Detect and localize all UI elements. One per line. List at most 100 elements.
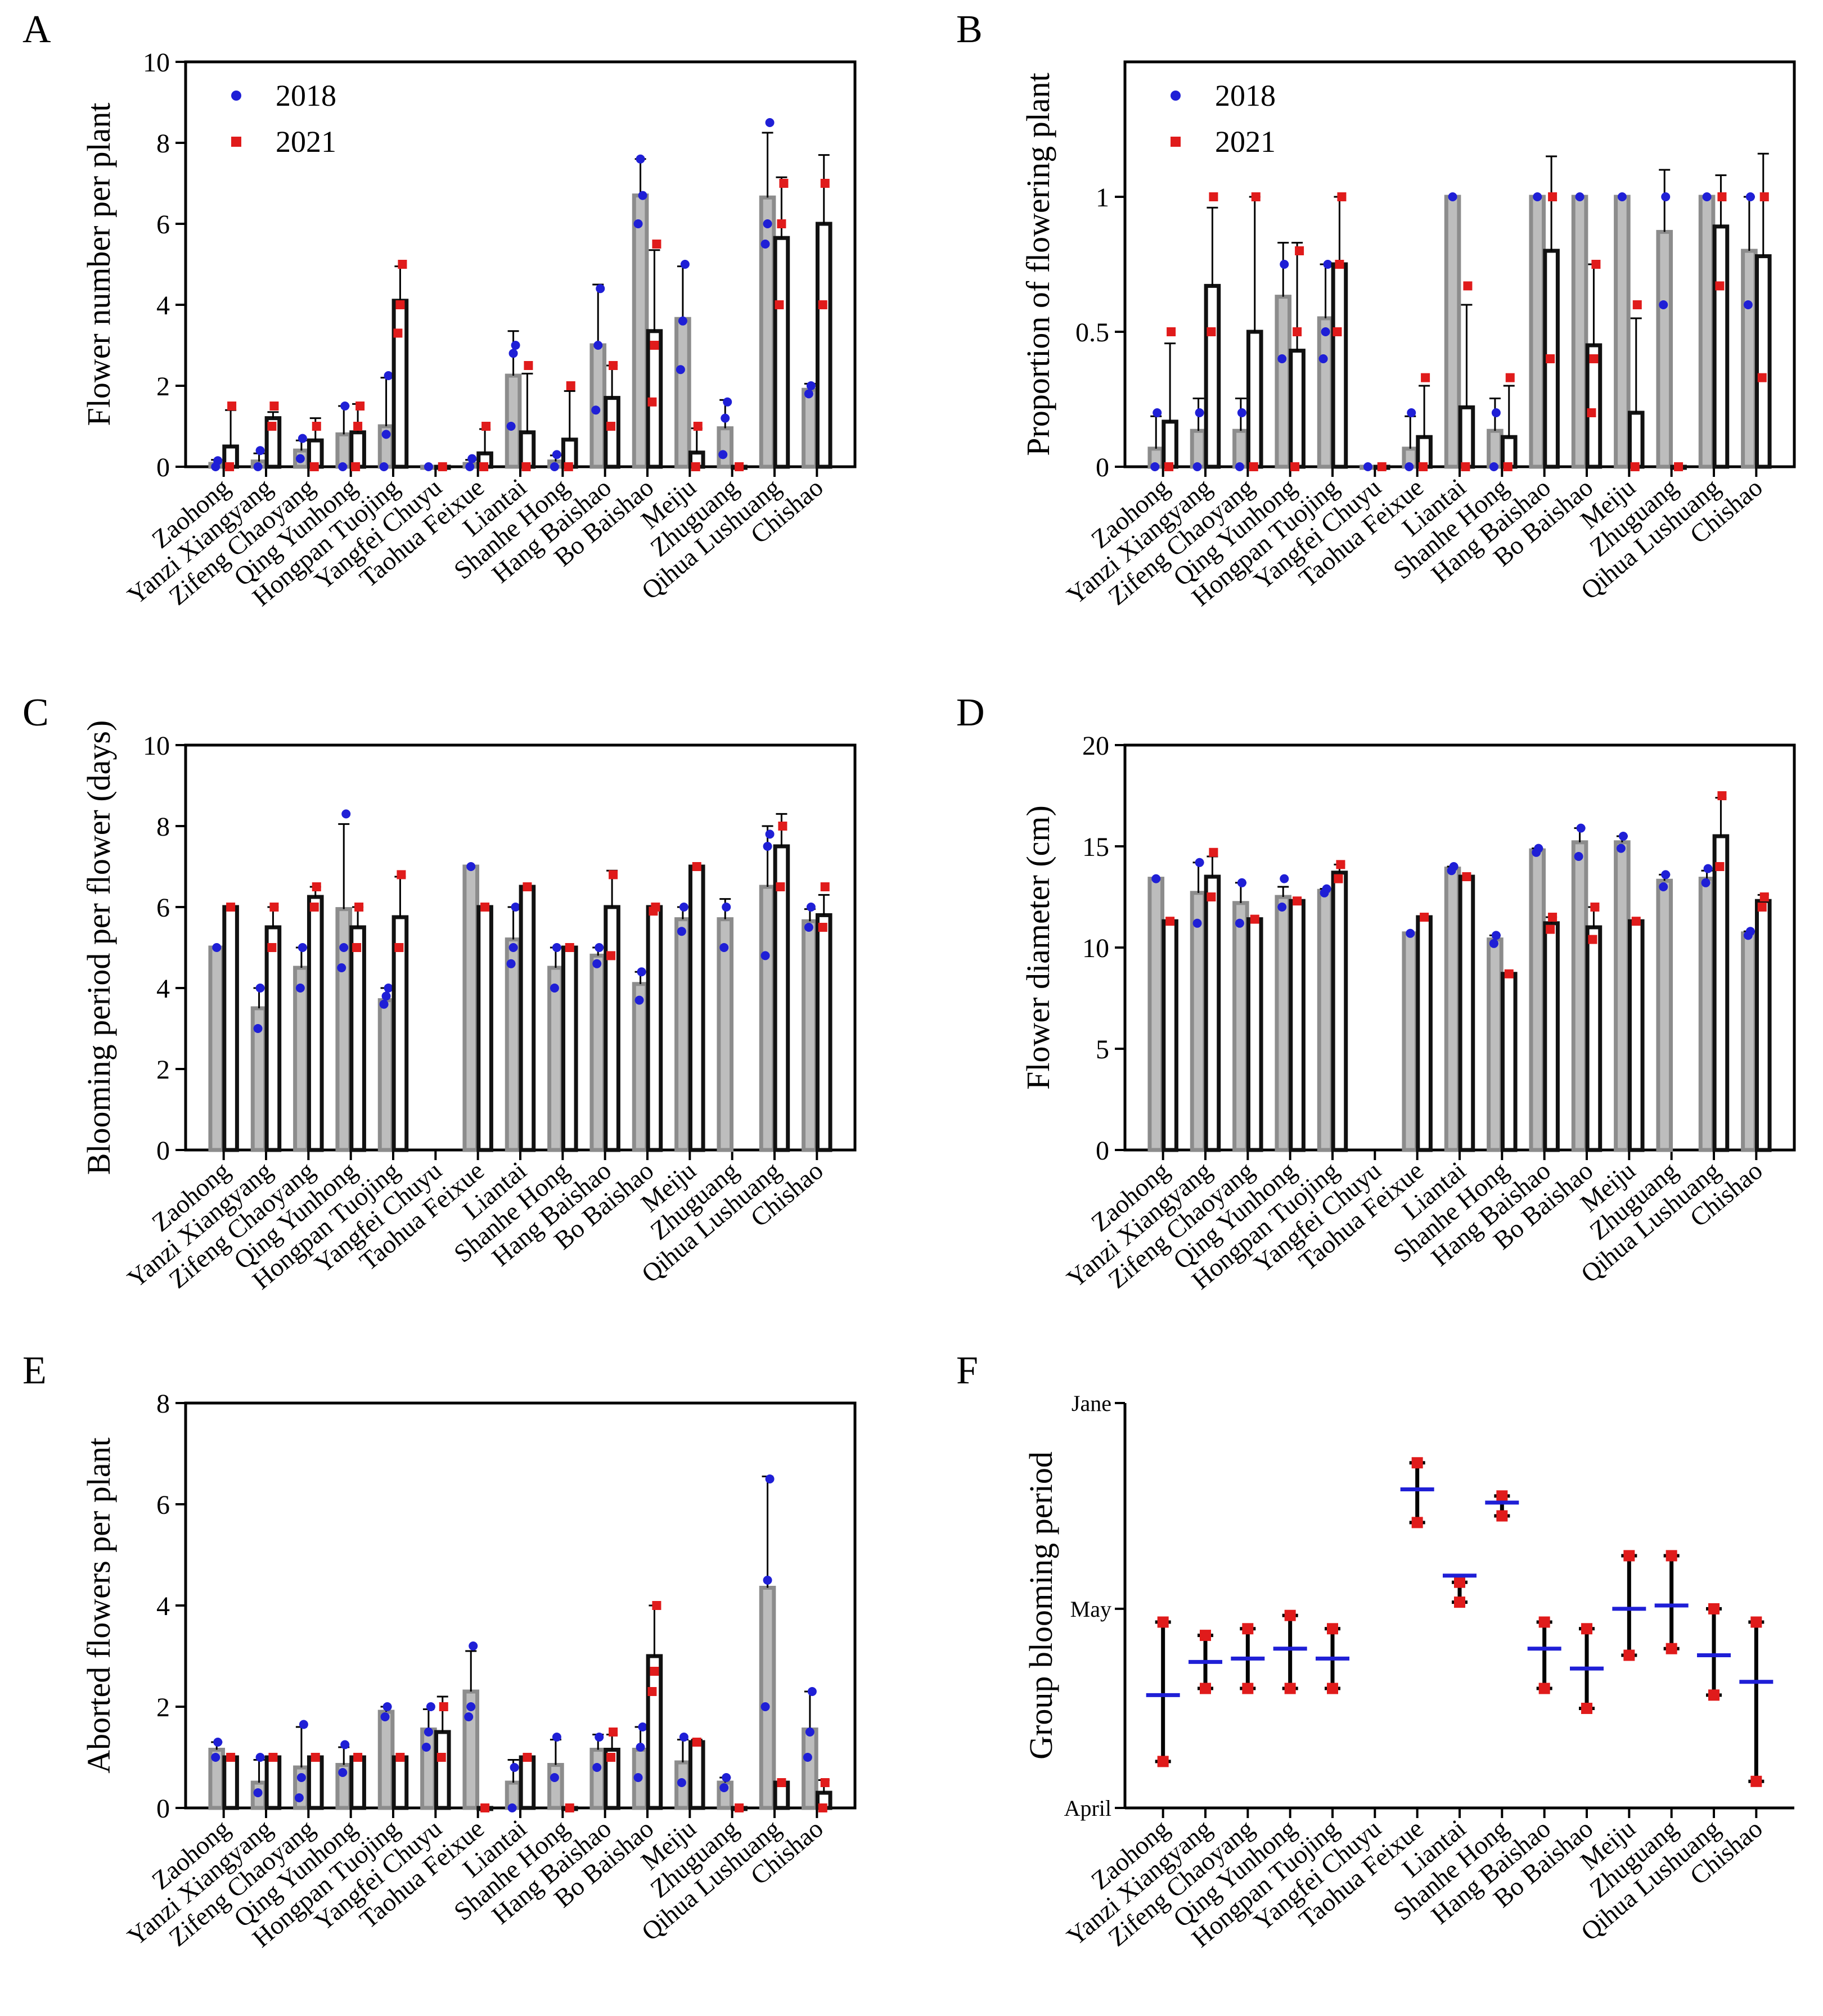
bar-2021	[1585, 343, 1603, 469]
point-2018	[426, 1702, 435, 1711]
plot-frame	[184, 1401, 857, 1810]
point-2018	[465, 462, 475, 471]
point-2018	[211, 1753, 220, 1762]
bar-2018	[632, 193, 649, 469]
point-2018	[679, 1733, 688, 1742]
point-2021	[1546, 354, 1555, 363]
bar-2018	[802, 387, 818, 469]
point-2018	[633, 219, 643, 228]
point-2018	[805, 1728, 814, 1737]
point-2021	[353, 422, 363, 431]
point-2018	[1449, 862, 1459, 871]
y-axis-label: Aborted flowers per plant	[80, 1437, 117, 1774]
bar-2021	[1754, 254, 1772, 469]
range-end-marker	[1496, 1510, 1508, 1522]
point-2018	[723, 397, 732, 407]
point-2018	[1405, 462, 1414, 471]
point-2021	[1591, 260, 1601, 269]
point-2018	[718, 450, 728, 459]
point-2018	[678, 316, 687, 326]
point-2018	[299, 1720, 308, 1729]
point-2018	[592, 1763, 602, 1772]
point-2021	[1463, 281, 1473, 291]
point-2018	[763, 842, 772, 851]
point-2018	[253, 1788, 263, 1797]
point-2021	[1461, 462, 1470, 471]
point-2018	[1406, 928, 1415, 938]
y-axis-label: Flower number per plant	[80, 102, 117, 426]
panel-letter: B	[956, 8, 983, 51]
point-2021	[779, 179, 789, 188]
bar-2021	[1585, 925, 1603, 1152]
point-2018	[295, 984, 305, 993]
point-2021	[1333, 327, 1342, 336]
y-tick-label: 10	[1082, 933, 1109, 963]
point-2021	[1505, 373, 1515, 382]
point-2021	[1335, 260, 1344, 269]
bar-2018	[1402, 931, 1419, 1152]
panel-letter: C	[22, 691, 49, 734]
legend-label: 2018	[1215, 79, 1276, 112]
point-2021	[267, 422, 277, 431]
point-2021	[1334, 874, 1343, 883]
bar-2018	[1232, 429, 1249, 469]
y-tick-label: 1	[1096, 183, 1109, 213]
range-end-marker	[1496, 1490, 1508, 1502]
bar-2018	[1571, 195, 1588, 469]
point-2021	[820, 882, 830, 891]
point-2018	[806, 903, 816, 912]
point-2018	[1618, 832, 1628, 841]
point-2021	[1249, 462, 1258, 471]
y-tick-label: 6	[156, 210, 170, 240]
point-2021	[355, 402, 365, 411]
bar-2021	[1289, 349, 1306, 469]
point-2021	[1589, 354, 1599, 363]
bar-2021	[1627, 919, 1645, 1152]
point-2021	[1250, 914, 1259, 924]
point-2018	[1322, 884, 1331, 894]
point-2021	[1164, 462, 1174, 471]
point-2021	[565, 1803, 574, 1812]
point-2021	[1590, 903, 1600, 912]
point-2018	[1701, 878, 1711, 887]
point-2018	[1659, 882, 1668, 891]
bar-2018	[335, 432, 353, 469]
point-2018	[253, 462, 263, 471]
point-2018	[212, 943, 222, 952]
bar-2021	[604, 396, 620, 469]
bar-2021	[1204, 874, 1221, 1152]
point-2021	[267, 943, 277, 952]
point-2018	[506, 422, 516, 431]
bar-2018	[1317, 889, 1334, 1152]
point-2018	[803, 1753, 812, 1762]
range-end-marker	[1242, 1623, 1254, 1635]
point-2018	[550, 984, 559, 993]
range-end-marker	[1538, 1683, 1550, 1694]
y-axis-label: Blooming period per flower (days)	[80, 720, 117, 1175]
point-2021	[393, 328, 403, 338]
point-2018	[506, 959, 516, 968]
point-2018	[550, 462, 559, 471]
legend-marker-2021	[231, 137, 241, 147]
bar-2021	[307, 895, 324, 1152]
range-end-marker	[1284, 1609, 1296, 1621]
point-2021	[1462, 872, 1471, 881]
point-2018	[804, 923, 813, 932]
bar-2021	[519, 1755, 536, 1810]
bar-2018	[1487, 429, 1504, 469]
bar-2018	[1656, 229, 1673, 469]
point-2021	[354, 903, 364, 912]
point-2018	[680, 260, 690, 269]
point-2018	[1237, 878, 1246, 887]
point-2018	[1574, 852, 1583, 861]
point-2021	[1295, 246, 1304, 255]
range-end-marker	[1538, 1616, 1550, 1628]
point-2021	[1337, 192, 1347, 201]
y-tick-label: 2	[156, 1055, 170, 1085]
legend-label: 2018	[276, 79, 336, 112]
bar-2018	[632, 982, 649, 1152]
point-2018	[760, 1702, 770, 1711]
point-2018	[511, 341, 520, 350]
point-2018	[1195, 858, 1204, 867]
